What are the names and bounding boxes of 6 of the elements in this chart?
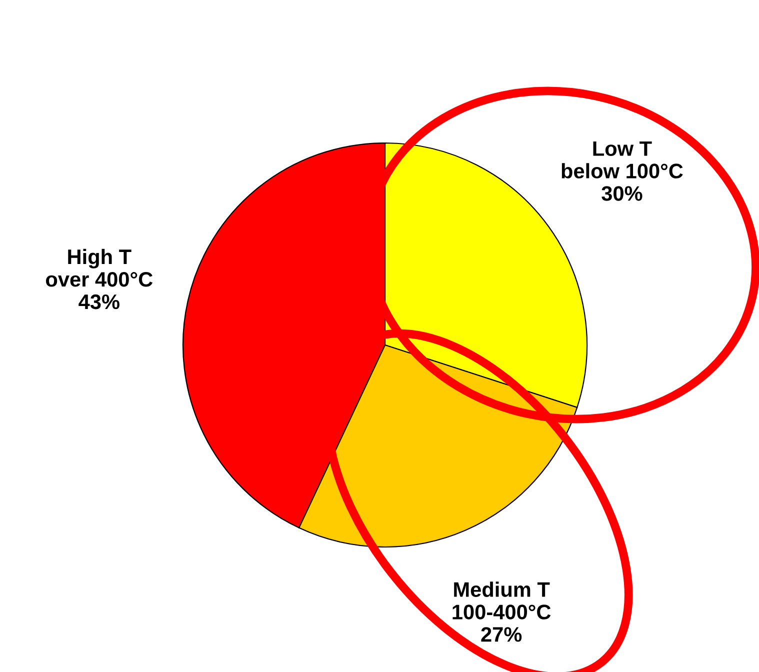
slice-label: Medium T 100-400°C [452,582,551,620]
slice-label: High T over 400°C [46,248,153,287]
data-label: 27% [481,627,522,642]
data-label: 30% [602,186,642,201]
slice-label: Low T below 100°C [562,141,683,178]
data-label: 43% [78,294,120,310]
